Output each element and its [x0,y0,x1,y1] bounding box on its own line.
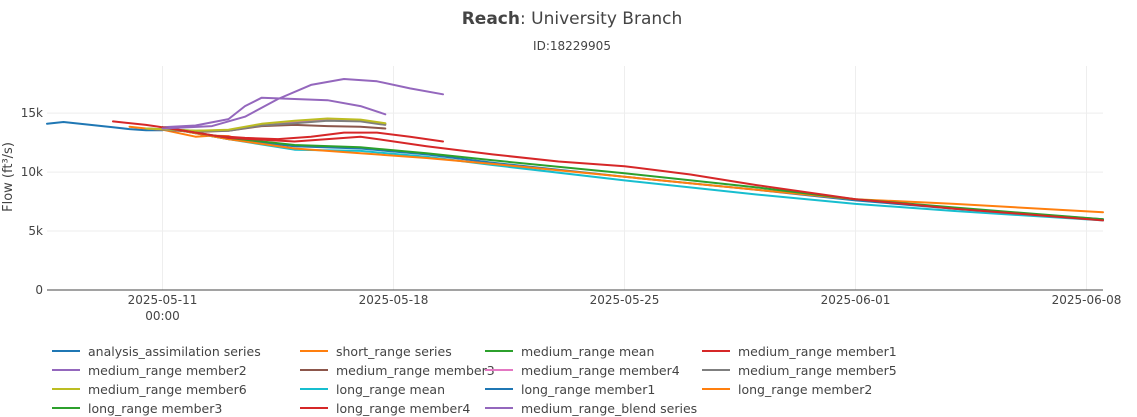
legend-item[interactable]: medium_range member6 [52,380,247,398]
legend-item[interactable]: long_range member4 [300,399,470,417]
legend-swatch [485,369,513,371]
legend-swatch [52,407,80,409]
series-line-11 [161,126,1104,214]
y-tick-label: 15k [21,106,43,120]
series-lines [46,78,1104,222]
y-axis-label: Flow (ft³/s) [1,142,16,212]
legend-label: medium_range member6 [88,381,247,397]
grid-lines [47,66,1103,290]
legend-item[interactable]: medium_range member5 [702,361,897,379]
y-tick-label: 5k [28,224,43,238]
legend-swatch [52,350,80,352]
legend-label: long_range mean [336,381,445,397]
legend-item[interactable]: long_range member3 [52,399,222,417]
chart-title-bold: Reach [462,9,520,29]
legend-swatch [300,407,328,409]
legend-swatch [702,350,730,352]
legend-item[interactable]: long_range mean [300,380,445,398]
legend-swatch [485,407,513,409]
legend-swatch [485,350,513,352]
x-tick-label: 2025-06-01 [821,293,891,307]
legend-label: long_range member2 [738,381,873,397]
legend-label: long_range member4 [336,400,471,416]
legend-swatch [702,369,730,371]
chart-title: Reach: University Branch [462,9,683,29]
series-line-8 [145,117,387,132]
tick-labels: 0 5k 10k 15k 2025-05-11 00:00 2025-05-18 2025-0… [21,106,1122,323]
legend-swatch [300,388,328,390]
legend-swatch [300,350,328,352]
y-tick-label: 0 [35,283,43,297]
legend-label: medium_range member1 [738,343,897,359]
legend-swatch [300,369,328,371]
series-line-14 [161,78,444,130]
legend-label: medium_range member2 [88,362,247,378]
x-tick-label: 2025-05-11 [128,293,198,307]
legend-label: analysis_assimilation series [88,343,261,359]
series-line-13 [161,126,1104,222]
x-tick-label: 2025-06-08 [1052,293,1122,307]
legend-label: medium_range member3 [336,362,495,378]
legend-swatch [52,369,80,371]
legend-label: medium_range_blend series [521,400,698,416]
legend-label: long_range member1 [521,381,656,397]
legend-label: medium_range mean [521,343,655,359]
chart-title-rest: : University Branch [520,9,682,29]
legend-item[interactable]: medium_range member3 [300,361,495,379]
legend-item[interactable]: medium_range member4 [485,361,680,379]
legend-label: medium_range member5 [738,362,897,378]
legend-label: long_range member3 [88,400,223,416]
chart-subtitle: ID:18229905 [533,39,611,53]
legend-item[interactable]: medium_range member2 [52,361,247,379]
legend-swatch [702,388,730,390]
legend-item[interactable]: medium_range member1 [702,342,897,360]
legend-label: medium_range member4 [521,362,680,378]
series-line-4 [161,96,387,129]
legend-item[interactable]: medium_range mean [485,342,654,360]
y-tick-label: 10k [21,165,43,179]
legend-label: short_range series [336,343,452,359]
legend-swatch [485,388,513,390]
legend-item[interactable]: long_range member2 [702,380,872,398]
legend-swatch [52,388,80,390]
x-tick-label: 2025-05-25 [590,293,660,307]
x-tick-label: 2025-05-18 [359,293,429,307]
x-tick-label-time: 00:00 [145,309,180,323]
series-line-0 [46,121,164,132]
legend-item[interactable]: medium_range_blend series [485,399,697,417]
legend-item[interactable]: short_range series [300,342,452,360]
legend-item[interactable]: analysis_assimilation series [52,342,261,360]
legend-item[interactable]: long_range member1 [485,380,655,398]
